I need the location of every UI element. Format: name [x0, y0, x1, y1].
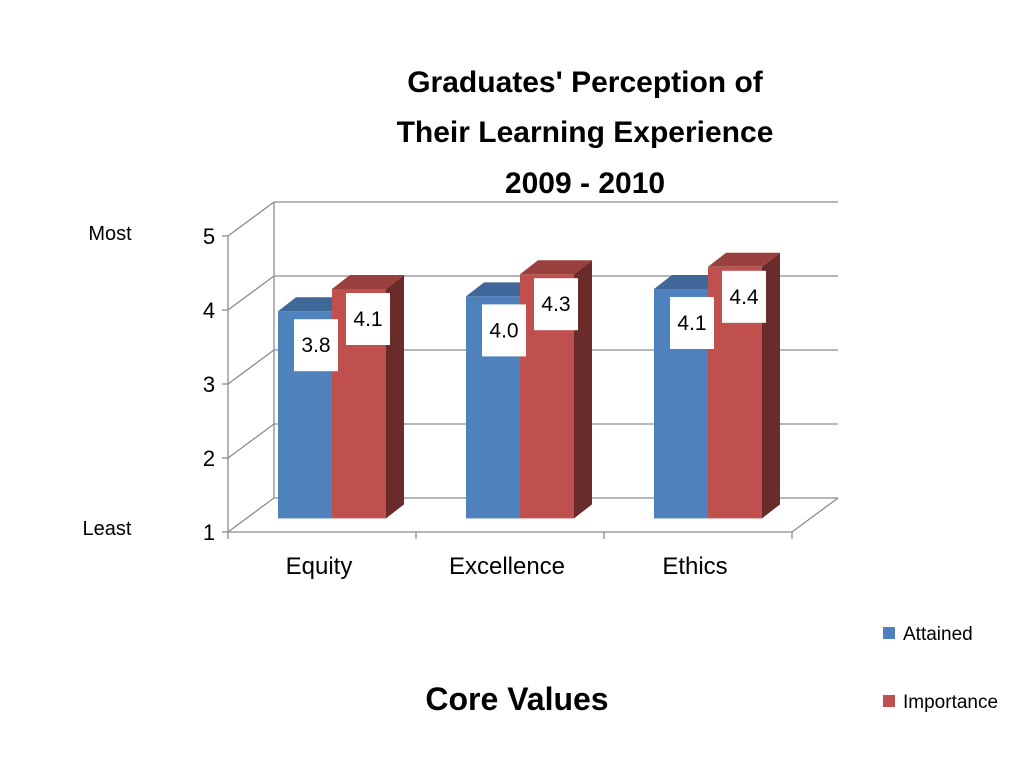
legend-swatch: [883, 695, 895, 707]
data-label-importance-ethics: 4.4: [722, 270, 766, 323]
chart-title-line-2: Their Learning Experience: [397, 116, 774, 149]
bar-side: [574, 260, 592, 519]
chart-title-line-3: 2009 - 2010: [505, 167, 665, 200]
data-label-text: 3.8: [301, 334, 330, 357]
data-label-box: [482, 304, 526, 357]
data-label-box: [346, 293, 390, 345]
chart-title-line-1: Graduates' Perception of: [407, 66, 764, 99]
x-category-label: Excellence: [449, 553, 565, 580]
data-label-text: 4.1: [677, 312, 706, 335]
data-labels-group: 3.8 4.1 4.0 4.3 4.1 4.4: [294, 270, 766, 372]
floor-right-edge: [791, 497, 839, 533]
x-category-label: Equity: [286, 553, 353, 580]
data-label-importance-excellence: 4.3: [534, 278, 578, 331]
data-label-text: 4.1: [353, 308, 382, 331]
legend: Attained Importance: [883, 624, 998, 713]
bars-group: [278, 252, 780, 519]
legend-label: Importance: [903, 692, 998, 713]
bar-top: [520, 260, 592, 275]
data-label-box: [534, 278, 578, 331]
x-category-labels: Equity Excellence Ethics: [286, 553, 728, 580]
data-label-box: [294, 319, 338, 372]
legend-label: Attained: [903, 624, 973, 645]
data-label-attained-equity: 3.8: [294, 319, 338, 372]
y-tick-label: 5: [203, 224, 215, 249]
y-tick-label: 3: [203, 372, 215, 397]
x-axis-title: Core Values: [425, 681, 608, 717]
data-label-text: 4.4: [729, 286, 759, 309]
left-wall-gridline: [227, 423, 275, 459]
data-label-importance-equity: 4.1: [346, 293, 390, 345]
left-wall-gridline: [227, 349, 275, 385]
bar-top: [708, 252, 780, 267]
legend-item-attained: Attained: [883, 624, 973, 645]
left-wall-gridline: [227, 497, 275, 533]
bar-side: [762, 252, 780, 519]
y-tick-label: 4: [203, 298, 215, 323]
data-label-box: [722, 270, 766, 323]
data-label-text: 4.0: [489, 319, 518, 342]
y-tick-label: 2: [203, 446, 215, 471]
legend-item-importance: Importance: [883, 692, 998, 713]
data-label-attained-excellence: 4.0: [482, 304, 526, 357]
left-wall-gridline: [227, 201, 275, 237]
y-anchor-most: Most: [88, 223, 132, 245]
bar-side: [386, 275, 404, 519]
x-category-label: Ethics: [662, 553, 727, 580]
data-label-text: 4.3: [541, 293, 570, 316]
data-label-attained-ethics: 4.1: [670, 297, 714, 349]
left-wall-gridline: [227, 275, 275, 311]
y-anchor-least: Least: [83, 518, 132, 540]
legend-swatch: [883, 627, 895, 639]
bar-top: [332, 275, 404, 289]
y-tick-labels: 1 2 3 4 5: [203, 224, 215, 545]
y-tick-label: 1: [203, 520, 215, 545]
data-label-box: [670, 297, 714, 349]
